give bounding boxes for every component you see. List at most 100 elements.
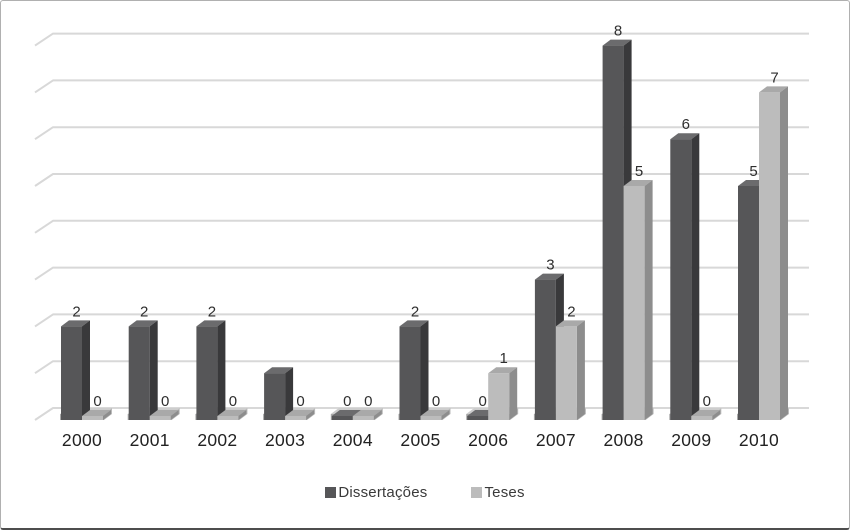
bar-teses-2003-top [285, 410, 315, 416]
bar-dissertações-2002-top [196, 320, 226, 327]
data-label-teses-2009: 0 [703, 393, 711, 410]
bar-dissertações-2005-top [399, 320, 429, 327]
bar-dissertações-2003-front [264, 373, 286, 420]
bar-teses-2009-front [691, 416, 713, 420]
gridline [34, 126, 809, 141]
bar-teses-2005-top [420, 410, 450, 416]
data-label-teses-2008: 5 [635, 163, 643, 180]
legend-swatch-dissertacoes-icon [325, 486, 337, 498]
bar-dissertações-2000-front [61, 326, 82, 420]
data-label-teses-2005: 0 [432, 393, 440, 410]
x-axis-label-2008: 2008 [604, 430, 644, 450]
data-label-teses-2004: 0 [364, 393, 372, 410]
bar-teses-2009-side [712, 410, 721, 420]
bar-dissertações-2000-side [82, 320, 90, 420]
x-axis-label-2004: 2004 [333, 430, 373, 450]
bar-dissertações-2009-side [691, 133, 700, 420]
bar-teses-2007-side [576, 320, 585, 420]
bar-teses-2000-side [103, 410, 111, 420]
data-label-teses-2003: 0 [296, 393, 304, 410]
bar-teses-2005-front [420, 416, 442, 420]
bar-teses-2009-top [691, 410, 721, 416]
data-label-teses-2000: 0 [93, 393, 101, 410]
bar-dissertações-2009-front [670, 139, 692, 420]
bar-teses-2006-side [509, 367, 518, 420]
bar-teses-2010-front [759, 92, 780, 421]
data-label-dissertações-2004: 0 [343, 393, 351, 410]
bar-teses-2002-top [217, 410, 247, 416]
bar-dissertações-2002-side [217, 320, 226, 420]
bar-teses-2008-top [623, 180, 653, 186]
chart-legend: Dissertações Teses [1, 482, 849, 502]
legend-item-dissertacoes: Dissertações [325, 484, 427, 501]
legend-swatch-teses-icon [471, 486, 483, 498]
data-label-dissertações-2005: 2 [411, 303, 419, 320]
bar-teses-2002-front [217, 416, 239, 420]
x-axis-label-2010: 2010 [739, 430, 779, 450]
bar-dissertações-2002-front [196, 326, 218, 420]
bar-teses-2004-top [352, 410, 382, 416]
bar-teses-2000-top [82, 410, 111, 416]
bar-teses-2006-top [488, 367, 518, 374]
x-axis-label-2009: 2009 [671, 430, 711, 450]
bar-dissertações-2007-front [534, 279, 556, 420]
data-label-dissertações-2002: 2 [208, 303, 216, 320]
gridline [34, 79, 809, 94]
bar-dissertações-2003-side [285, 367, 294, 420]
bar-dissertações-2005-front [399, 326, 421, 420]
data-label-teses-2002: 0 [229, 393, 237, 410]
x-axis-label-2000: 2000 [62, 430, 102, 450]
x-axis-label-2006: 2006 [468, 430, 508, 450]
gridline [34, 173, 809, 187]
data-label-teses-2010: 7 [770, 69, 778, 86]
data-label-dissertações-2000: 2 [72, 303, 80, 320]
bar-teses-2008-side [644, 180, 653, 420]
bar-dissertações-2004-top [331, 410, 361, 416]
gridline [34, 32, 809, 47]
bar-teses-2000-front [82, 416, 103, 420]
bar-teses-2004-side [373, 410, 382, 420]
data-label-teses-2006: 1 [500, 350, 508, 367]
data-label-teses-2007: 2 [567, 303, 575, 320]
x-axis-label-2007: 2007 [536, 430, 576, 450]
bar-teses-2002-side [238, 410, 247, 420]
bar-teses-2005-side [441, 410, 450, 420]
bar-teses-2007-front [555, 326, 577, 420]
x-axis-label-2003: 2003 [265, 430, 305, 450]
legend-label-teses: Teses [484, 483, 525, 501]
bar-teses-2001-front [149, 416, 171, 420]
bar-teses-2003-front [285, 416, 307, 420]
data-label-dissertações-2001: 2 [140, 303, 148, 320]
bar-teses-2010-top [759, 86, 788, 93]
bar-dissertações-2007-top [534, 273, 564, 280]
bar-dissertações-2004-front [331, 416, 353, 420]
x-axis-label-2002: 2002 [197, 430, 237, 450]
bar-dissertações-2008-top [602, 39, 632, 46]
data-label-dissertações-2010: 5 [749, 163, 757, 180]
bar-teses-2001-top [149, 410, 179, 416]
bar-dissertações-2010-front [738, 186, 759, 420]
bar-dissertações-2009-top [670, 133, 700, 140]
bar-dissertações-2003-top [264, 367, 294, 374]
bar-teses-2008-front [623, 186, 645, 420]
bar-teses-2007-top [555, 320, 585, 327]
gridline [34, 266, 809, 281]
data-label-dissertações-2006: 0 [479, 393, 487, 410]
bar-dissertações-2005-side [420, 320, 429, 420]
data-label-dissertações-2009: 6 [682, 116, 690, 133]
bar-dissertações-2001-front [128, 326, 150, 420]
x-axis-label-2001: 2001 [130, 430, 170, 450]
bar-dissertações-2008-front [602, 45, 624, 420]
bar-teses-2010-side [780, 86, 788, 421]
bar-dissertações-2000-top [61, 320, 90, 327]
data-label-dissertações-2007: 3 [546, 257, 554, 274]
bar-dissertações-2006-front [467, 416, 489, 420]
bar-dissertações-2001-top [128, 320, 158, 327]
data-label-teses-2001: 0 [161, 393, 169, 410]
gridline [34, 219, 809, 234]
bar-dissertações-2001-side [149, 320, 158, 420]
x-axis-label-2005: 2005 [400, 430, 440, 450]
legend-label-dissertacoes: Dissertações [338, 483, 428, 501]
